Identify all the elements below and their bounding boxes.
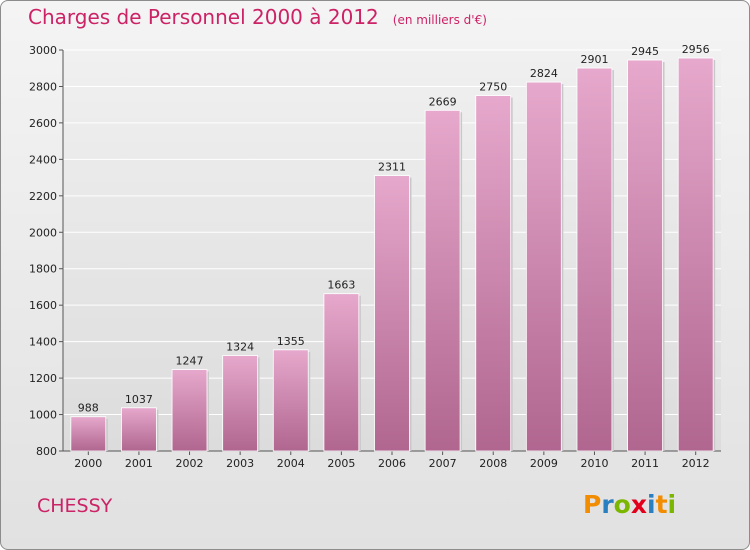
x-tick-label: 2009 [530,457,558,470]
data-label: 2311 [378,161,406,174]
logo-letter: i [667,490,677,519]
bar [424,109,461,452]
bar [121,407,157,452]
y-tick-label: 1200 [29,372,57,385]
data-label: 1324 [226,340,254,353]
data-label: 2945 [631,45,659,58]
x-tick-label: 2011 [631,457,659,470]
y-tick-label: 800 [36,445,57,458]
data-label: 2750 [479,81,507,94]
y-tick-label: 2400 [29,153,57,166]
bar [525,81,562,452]
chart-unit: (en milliers d'€) [392,13,487,27]
x-tick-label: 2008 [479,457,507,470]
data-label: 1247 [176,355,204,368]
x-tick-label: 2012 [682,457,710,470]
data-label: 1355 [277,335,305,348]
bar [475,95,512,452]
data-label: 2824 [530,67,558,80]
data-label: 2669 [429,95,457,108]
x-tick-label: 2005 [327,457,355,470]
data-labels: 988 1037 1247 1324 1355 1663 2311 2669 2750 2824 2… [78,43,710,415]
y-tick-label: 2200 [29,190,57,203]
y-tick-label: 1400 [29,336,57,349]
bars [70,57,716,452]
chart-title: Charges de Personnel 2000 à 2012 [28,5,379,29]
bar [677,57,714,452]
logo-letter: r [601,490,614,519]
y-tick-label: 2800 [29,80,57,93]
bar [627,59,663,452]
axes: 800 1000 1200 1400 1600 1800 2000 2200 2400 2600 2… [29,44,721,470]
commune-name: CHESSY [37,495,113,517]
y-tick-label: 2000 [29,226,57,239]
chart-title-block: Charges de Personnel 2000 à 2012 (en mill… [28,5,487,29]
logo-letter: o [613,490,631,519]
y-tick-label: 3000 [29,44,57,57]
logo-letter: i [647,490,656,519]
x-tick-label: 2010 [580,457,608,470]
bar [70,416,107,452]
bar [576,67,613,452]
x-tick-label: 2000 [74,457,102,470]
y-tick-label: 1800 [29,263,57,276]
logo-letter: x [630,490,647,519]
y-tick-label: 1000 [29,409,57,422]
y-tick-label: 1600 [29,299,57,312]
y-tick-label: 2600 [29,117,57,130]
bar [222,355,259,452]
bar [374,175,410,452]
logo-letter: P [583,490,602,519]
proxiti-logo: Proxiti [583,490,676,519]
x-tick-label: 2004 [277,457,305,470]
data-label: 1037 [125,393,153,406]
x-tick-label: 2001 [125,457,153,470]
bar [272,349,309,452]
x-tick-label: 2007 [429,457,457,470]
bar [323,293,360,452]
logo-letter: t [655,490,668,519]
data-label: 988 [78,402,99,415]
data-label: 2956 [682,43,710,56]
bar [171,369,208,452]
data-label: 2901 [580,53,608,66]
x-tick-label: 2002 [176,457,204,470]
x-tick-label: 2003 [226,457,254,470]
x-tick-label: 2006 [378,457,406,470]
data-label: 1663 [327,279,355,292]
